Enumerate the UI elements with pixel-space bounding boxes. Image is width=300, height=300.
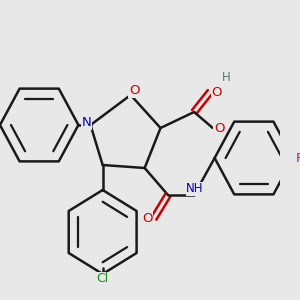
Text: H: H: [221, 71, 230, 85]
Text: N: N: [82, 116, 92, 130]
Text: O: O: [142, 212, 153, 224]
Text: Cl: Cl: [97, 272, 109, 286]
Text: O: O: [129, 85, 140, 98]
Text: F: F: [296, 152, 300, 164]
Text: O: O: [211, 85, 222, 98]
Text: O: O: [214, 122, 225, 134]
Text: NH: NH: [186, 182, 204, 196]
